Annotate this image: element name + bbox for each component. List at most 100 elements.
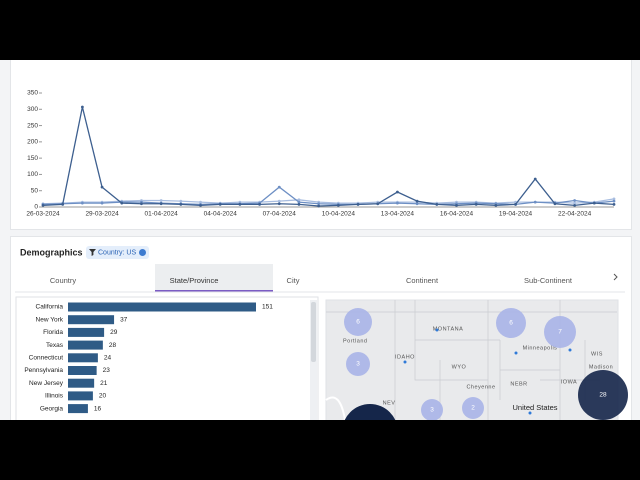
- city-dot: [568, 348, 572, 352]
- point: [415, 202, 419, 206]
- point: [514, 202, 517, 206]
- bar-panel: [15, 296, 319, 420]
- cluster[interactable]: [421, 399, 443, 420]
- cluster[interactable]: [344, 308, 372, 336]
- point: [120, 201, 124, 205]
- x-tick-label: 07-04-2024: [263, 211, 297, 218]
- cluster[interactable]: [544, 316, 576, 348]
- point: [553, 202, 557, 206]
- y-tick-label: 300: [27, 106, 38, 113]
- coast: [325, 396, 346, 420]
- bar: [68, 353, 98, 363]
- point: [533, 177, 537, 181]
- y-tick-label: 100: [27, 171, 38, 178]
- section-title: Demographics: [20, 247, 83, 257]
- point: [218, 202, 222, 206]
- value-label: 16: [94, 405, 102, 412]
- point: [396, 190, 399, 194]
- point: [573, 201, 577, 205]
- point: [140, 202, 143, 206]
- tab-scroll[interactable]: [613, 273, 618, 281]
- y-tick-label: 0: [34, 204, 38, 211]
- x-tick-label: 01-04-2024: [145, 211, 179, 218]
- scroll-thumb[interactable]: [311, 302, 316, 362]
- tab[interactable]: Sub-Continent: [524, 276, 573, 285]
- x-tick-label: 04-04-2024: [204, 211, 238, 218]
- bar-label: California: [36, 304, 64, 311]
- bar-label: Connecticut: [29, 355, 64, 362]
- tab[interactable]: State/Province: [170, 276, 219, 285]
- cluster-count: 7: [558, 329, 562, 336]
- filter-chip[interactable]: [86, 246, 149, 259]
- map-label: United States: [512, 403, 557, 412]
- point: [474, 202, 478, 206]
- x-tick-label: 13-04-2024: [381, 211, 415, 218]
- point: [80, 201, 84, 205]
- map-label: Cheyenne: [466, 384, 495, 390]
- y-tick-label: 250: [27, 122, 38, 129]
- point: [159, 202, 163, 206]
- city-dot: [435, 328, 439, 332]
- series-line: [42, 186, 615, 206]
- canvas: Demographics Country: US Portland MONTANA…: [15, 90, 628, 420]
- cluster-count: 3: [430, 407, 434, 414]
- point: [612, 202, 616, 206]
- bar: [68, 302, 256, 312]
- cluster[interactable]: [346, 352, 370, 376]
- bar-label: Georgia: [40, 405, 64, 412]
- bar: [68, 404, 88, 414]
- cluster-count: 2: [471, 405, 475, 412]
- point: [199, 200, 202, 204]
- bar-label: Florida: [43, 329, 63, 336]
- city-dot: [403, 360, 407, 364]
- cluster-count: 3: [356, 361, 360, 368]
- value-label: 21: [100, 380, 108, 387]
- active-tab-bg: [155, 264, 273, 291]
- bar: [68, 340, 103, 350]
- map: Portland MONTANA IDAHO WYO Minneapolis WIS Mad…: [325, 299, 628, 420]
- filter-remove[interactable]: [139, 249, 146, 256]
- value-label: 28: [109, 342, 117, 349]
- y-tick-label: 50: [31, 187, 39, 194]
- tab[interactable]: Country: [50, 276, 77, 285]
- value-label: 20: [99, 393, 107, 400]
- point: [297, 200, 301, 204]
- cluster[interactable]: [342, 404, 398, 420]
- point: [494, 203, 498, 207]
- value-label: 151: [262, 304, 273, 311]
- point: [396, 201, 399, 205]
- cluster[interactable]: [578, 370, 628, 420]
- point: [179, 199, 183, 203]
- point: [179, 202, 183, 206]
- point: [612, 199, 616, 203]
- bar-label: Texas: [46, 342, 64, 349]
- cluster[interactable]: [462, 397, 484, 419]
- value-label: 29: [110, 329, 118, 336]
- filter-icon: [89, 249, 96, 256]
- map-label: IDAHO: [395, 354, 415, 360]
- y-tick-label: 350: [27, 90, 38, 97]
- point: [100, 185, 104, 189]
- x-tick-label: 10-04-2024: [322, 211, 356, 218]
- point: [61, 202, 65, 206]
- point: [41, 203, 45, 207]
- point: [592, 201, 596, 205]
- x-tick-label: 29-03-2024: [85, 211, 119, 218]
- cluster[interactable]: [496, 308, 526, 338]
- tab[interactable]: Continent: [406, 276, 439, 285]
- tab[interactable]: City: [287, 276, 300, 285]
- y-tick-label: 150: [27, 155, 38, 162]
- point: [297, 202, 301, 206]
- borders: [326, 300, 617, 420]
- point: [435, 202, 439, 206]
- bar: [68, 327, 105, 337]
- map-label: Portland: [343, 338, 368, 344]
- map-label: MONTANA: [433, 326, 464, 332]
- bar: [68, 378, 95, 388]
- map-label: Madison: [589, 364, 613, 370]
- point: [258, 202, 261, 206]
- point: [317, 202, 321, 206]
- x-tick-label: 26-03-2024: [26, 211, 60, 218]
- cluster-count: 28: [599, 392, 607, 399]
- map-label: NEBR: [510, 381, 527, 387]
